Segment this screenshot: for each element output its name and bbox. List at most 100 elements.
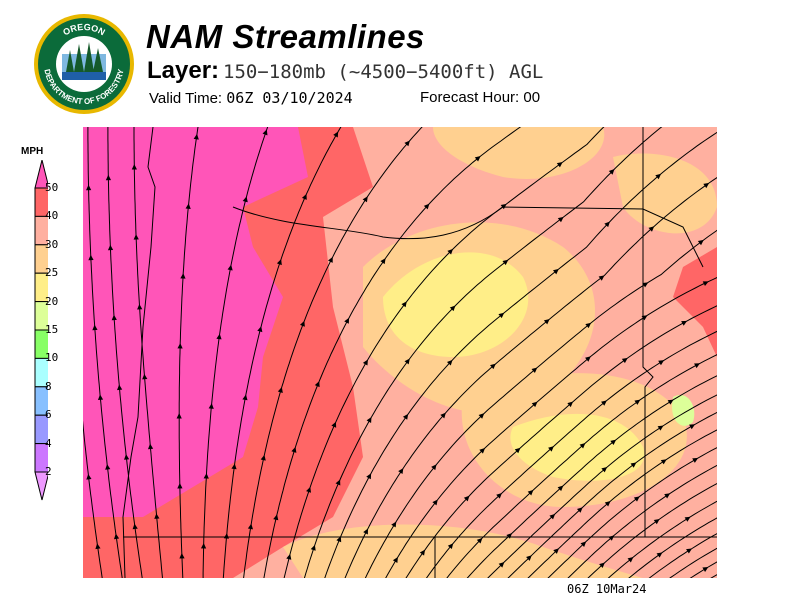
speed-field-50-plus	[83, 127, 308, 517]
streamline-arrowhead	[531, 401, 538, 408]
streamline-arrowhead	[180, 273, 186, 279]
streamline-arrowhead	[401, 301, 407, 308]
streamline-arrowhead	[702, 566, 709, 572]
streamline-arrowhead	[133, 234, 139, 240]
streamline-arrowhead	[177, 343, 183, 349]
streamline-arrowhead	[247, 523, 254, 530]
streamline-arrowhead	[132, 523, 138, 530]
streamline-arrowhead	[608, 169, 615, 175]
streamline-arrowhead	[601, 400, 607, 406]
streamline-arrowhead	[585, 356, 591, 362]
streamline-arrowhead	[404, 358, 410, 365]
legend-tick-label: 40	[45, 209, 59, 223]
streamline-arrowhead	[142, 373, 148, 380]
streamline-arrowhead	[604, 221, 610, 228]
streamline-arrowhead	[653, 518, 660, 525]
legend-tick-label: 4	[45, 436, 52, 450]
speed-field-40-50-east	[673, 247, 717, 357]
streamline-arrowhead	[366, 473, 372, 480]
svg-text:OREGON: OREGON	[61, 22, 106, 38]
streamline-arrowhead	[117, 384, 123, 391]
streamline-arrowhead	[366, 417, 372, 423]
layer-value: 150−180mb (~4500−5400ft) AGL	[223, 61, 544, 83]
streamline-arrowhead	[641, 315, 648, 321]
legend-bin-<2	[34, 471, 48, 501]
streamline-arrowhead	[242, 196, 248, 203]
streamline	[303, 127, 663, 578]
streamline	[133, 127, 164, 578]
streamline-arrowhead	[506, 533, 513, 539]
legend-tick-label: 15	[45, 323, 59, 336]
streamline-arrowhead	[333, 131, 339, 138]
streamline-arrowhead	[580, 541, 587, 548]
streamline-arrowhead	[557, 216, 564, 223]
streamline-arrowhead	[500, 203, 507, 210]
streamline-arrowhead	[97, 394, 104, 401]
state-borders	[122, 127, 717, 578]
streamline-arrowhead	[113, 533, 120, 540]
speed-field-25-30-e	[283, 524, 643, 578]
streamlines	[83, 127, 717, 578]
oregon-department-of-forestry-logo: OREGON DEPARTMENT OF FORESTRY	[34, 14, 134, 114]
forecast-hour-value: 00	[523, 89, 541, 106]
streamline	[324, 131, 717, 578]
streamline	[710, 574, 717, 578]
streamline-arrowhead	[449, 305, 456, 312]
streamline	[425, 330, 717, 578]
valid-time-value: 06Z 03/10/2024	[226, 89, 353, 107]
color-legend	[34, 160, 48, 501]
streamline-arrowhead	[203, 473, 209, 479]
streamline-arrowhead	[107, 244, 114, 251]
streamline-arrowhead	[599, 562, 605, 569]
streamline-arrowhead	[514, 447, 521, 454]
streamline-arrowhead	[634, 399, 641, 405]
streamline	[446, 354, 717, 578]
speed-field-25-30-d	[613, 153, 717, 234]
streamline-arrowhead	[331, 421, 337, 428]
layer-info: Layer: 150−180mb (~4500−5400ft) AGL	[147, 57, 543, 85]
streamline-arrowhead	[664, 493, 671, 499]
streamline-arrowhead	[479, 447, 486, 454]
streamline-arrowhead	[627, 557, 634, 563]
streamline-arrowhead	[432, 499, 438, 506]
streamline-arrowhead	[314, 381, 320, 388]
streamline-arrowhead	[257, 326, 263, 333]
streamline-arrowhead	[526, 555, 532, 561]
streamline-arrowhead	[310, 544, 316, 551]
streamline	[487, 394, 717, 578]
streamline-arrowhead	[193, 133, 199, 140]
speed-field-25-30-c	[433, 127, 605, 179]
streamline-arrowhead	[553, 268, 559, 275]
wind-speed-map	[83, 127, 717, 578]
streamline-arrowhead	[579, 442, 586, 449]
streamline	[507, 411, 717, 578]
streamline-arrowhead	[585, 322, 592, 329]
streamline-arrowhead	[633, 496, 640, 502]
streamline-arrowhead	[335, 479, 341, 486]
streamline-arrowhead	[531, 367, 538, 373]
streamline	[669, 547, 717, 578]
streamline-arrowhead	[686, 548, 693, 554]
streamline-arrowhead	[498, 561, 505, 568]
streamline-arrowhead	[105, 174, 112, 181]
legend-tick-label: 10	[45, 351, 59, 365]
streamline-arrowhead	[692, 457, 699, 463]
streamline-arrowhead	[154, 513, 160, 519]
streamline-arrowhead	[336, 536, 342, 543]
streamline-arrowhead	[684, 516, 691, 522]
streamline-arrowhead	[286, 553, 292, 560]
streamline-arrowhead	[216, 333, 222, 340]
streamline-arrowhead	[176, 413, 182, 419]
streamline-arrowhead	[496, 493, 502, 499]
streamline	[202, 127, 269, 578]
streamline-arrowhead	[262, 129, 268, 136]
streamline-arrowhead	[601, 466, 608, 473]
streamline-arrowhead	[447, 543, 454, 550]
streamline-arrowhead	[655, 173, 662, 180]
streamline-arrowhead	[362, 359, 368, 366]
speed-field-15-20	[672, 395, 695, 426]
streamline-arrowhead	[88, 254, 94, 261]
streamline	[107, 127, 143, 578]
streamline	[83, 420, 103, 578]
streamline-arrowhead	[657, 425, 664, 431]
